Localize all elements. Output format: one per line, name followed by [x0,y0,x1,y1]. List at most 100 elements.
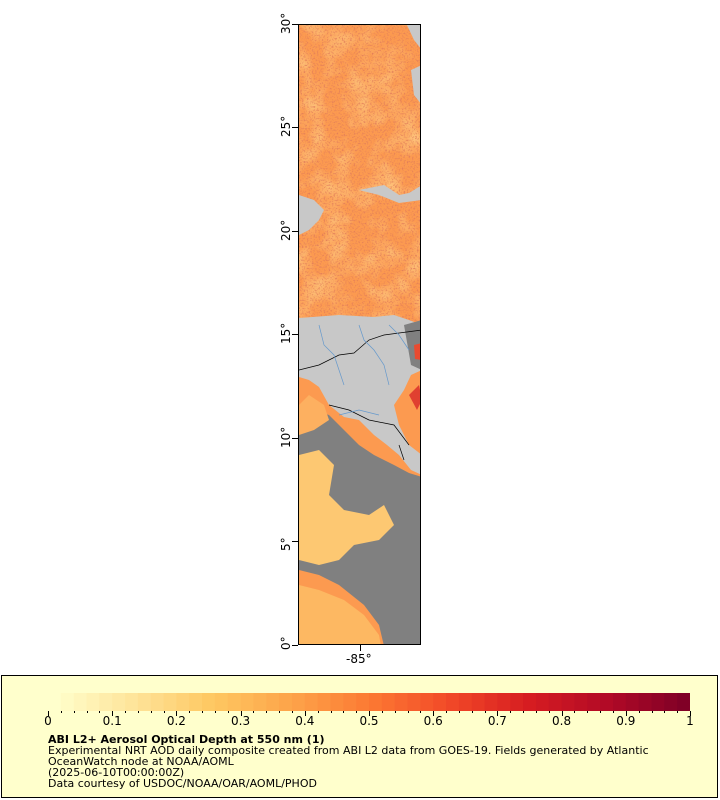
colorbar-segment [574,693,588,711]
colorbar-segment [86,693,100,711]
colorbar-tick [240,711,242,716]
colorbar-segment [677,693,690,711]
legend-description: OceanWatch node at NOAA/AOML [48,755,234,768]
colorbar-segment [356,693,370,711]
colorbar-tick [510,711,512,713]
country-borders [299,329,420,461]
colorbar-tick [227,711,229,713]
colorbar-tick [638,711,640,713]
colorbar-tick [99,711,101,713]
lat-label: 10° [279,426,293,448]
colorbar-tick [587,711,589,713]
colorbar-segment [510,693,524,711]
colorbar-tick [600,711,602,713]
colorbar-tick [112,711,114,716]
colorbar-segment [484,693,498,711]
colorbar-tick [497,711,499,716]
rivers [318,324,410,416]
colorbar-tick [664,711,666,713]
colorbar-label: 0.7 [487,714,507,728]
colorbar-tick [613,711,614,713]
colorbar-segment [330,693,344,711]
lat-tick [292,645,298,646]
colorbar-label: 0.9 [616,714,636,728]
colorbar-label: 0 [44,714,52,728]
colorbar-tick [356,711,358,713]
land-region [299,195,324,235]
colorbar-segment [176,693,190,711]
colorbar-segment [48,693,62,711]
lat-tick [292,127,298,128]
lat-tick [292,24,298,25]
legend-timestamp: (2025-06-10T00:00:00Z) [48,766,185,779]
colorbar-segment [600,693,614,711]
aod-speckle [299,25,420,325]
colorbar-tick [446,711,447,713]
land-region [407,25,420,48]
colorbar-segment [343,693,357,711]
colorbar-tick [317,711,319,713]
colorbar-tick [60,711,62,713]
colorbar-segment [214,693,229,711]
colorbar-tick [523,711,525,713]
colorbar-segment [651,693,665,711]
aod-hotspot [414,343,420,360]
colorbar-segment [150,693,165,711]
colorbar-tick [574,711,576,713]
colorbar-tick [381,711,383,713]
colorbar-segment [612,693,627,711]
colorbar-tick [561,711,563,716]
colorbar-segment [535,693,550,711]
colorbar-label: 0.5 [359,714,379,728]
colorbar-segment [433,693,447,711]
colorbar-segment [60,693,75,711]
colorbar-label: 0.3 [231,714,251,728]
colorbar-segment [99,693,113,711]
colorbar-segment [253,693,267,711]
aod-patch [299,395,329,435]
colorbar-segment [163,693,177,711]
colorbar-segment [548,693,563,711]
colorbar-tick [86,711,88,713]
colorbar-segment [458,693,473,711]
land-region [359,185,420,203]
lat-tick [292,438,298,439]
colorbar-tick [266,711,268,713]
colorbar-tick [125,711,126,713]
colorbar-segment [523,693,537,711]
colorbar-segment [446,693,460,711]
lat-label: 30° [279,12,293,34]
colorbar-label: 0.1 [102,714,122,728]
colorbar-label: 1 [686,714,694,728]
aod-map [299,25,420,644]
colorbar-segment [369,693,383,711]
lat-label: 20° [279,219,293,241]
lon-tick [360,645,361,651]
colorbar-segment [73,693,88,711]
colorbar [48,693,690,711]
colorbar-tick [625,711,627,716]
aod-patch [299,585,381,644]
colorbar-tick [677,711,679,713]
colorbar-segment [240,693,255,711]
colorbar-segment [266,693,280,711]
colorbar-segment [561,693,576,711]
colorbar-segment [189,693,203,711]
lat-label: 0° [279,636,293,650]
colorbar-tick [548,711,550,713]
legend-panel: ABI L2+ Aerosol Optical Depth at 550 nm … [1,675,718,798]
colorbar-segment [317,693,332,711]
colorbar-tick [394,711,396,713]
colorbar-label: 0.2 [166,714,186,728]
legend-title: ABI L2+ Aerosol Optical Depth at 550 nm … [48,733,325,746]
colorbar-tick [690,711,691,716]
colorbar-tick [189,711,191,713]
colorbar-label: 0.4 [295,714,315,728]
colorbar-segment [137,693,152,711]
land-region [411,65,420,103]
colorbar-segment [381,693,396,711]
colorbar-segment [291,693,306,711]
colorbar-tick [202,711,204,713]
colorbar-tick [279,711,281,713]
colorbar-segment [304,693,319,711]
